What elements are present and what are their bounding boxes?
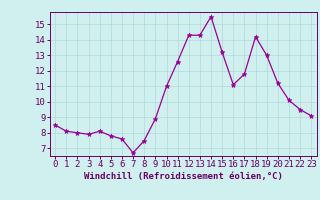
- X-axis label: Windchill (Refroidissement éolien,°C): Windchill (Refroidissement éolien,°C): [84, 172, 283, 181]
